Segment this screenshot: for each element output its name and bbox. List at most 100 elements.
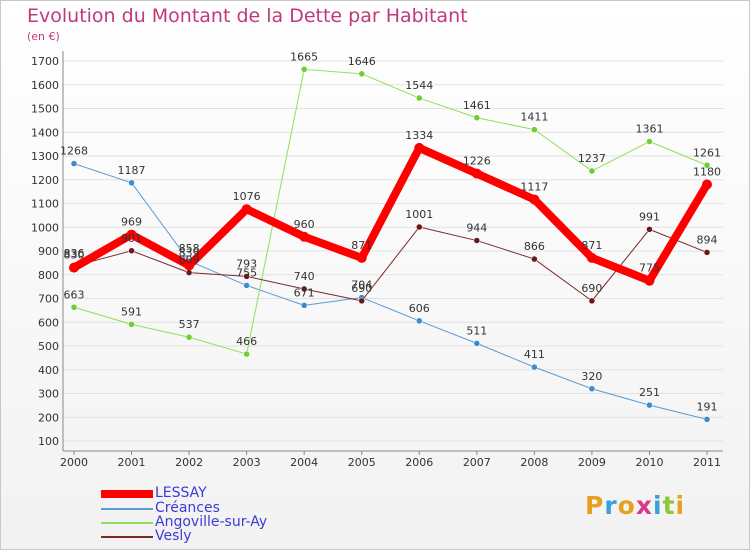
data-label-vesly: 901 — [121, 232, 142, 245]
x-tick-label: 2002 — [175, 456, 203, 469]
data-point-lessay — [241, 204, 252, 215]
y-tick-label: 200 — [38, 411, 59, 424]
data-label-angoville-sur-ay: 663 — [64, 288, 85, 301]
data-label-angoville-sur-ay: 466 — [236, 335, 257, 348]
data-point-lessay — [644, 275, 655, 286]
data-point-cr-ances — [416, 317, 423, 325]
data-label-angoville-sur-ay: 1544 — [405, 79, 433, 92]
y-tick-label: 1200 — [31, 174, 59, 187]
y-tick-label: 100 — [38, 435, 59, 448]
data-label-vesly: 836 — [64, 247, 85, 260]
data-point-angoville-sur-ay — [70, 304, 78, 311]
y-tick-label: 1600 — [31, 79, 59, 92]
data-label-vesly: 809 — [179, 254, 200, 267]
logo-letter: x — [635, 491, 653, 520]
y-tick-label: 1300 — [31, 150, 59, 163]
logo-letter: r — [604, 491, 618, 520]
data-point-angoville-sur-ay — [416, 94, 423, 102]
data-label-angoville-sur-ay: 1461 — [463, 99, 491, 112]
legend-label-angoville: Angoville-sur-Ay — [155, 514, 268, 530]
data-label-cr-ances: 755 — [236, 266, 257, 279]
data-label-lessay: 1117 — [520, 180, 548, 193]
data-point-angoville-sur-ay — [473, 114, 481, 122]
data-label-angoville-sur-ay: 537 — [179, 318, 200, 331]
data-label-cr-ances: 1187 — [118, 164, 146, 177]
data-label-angoville-sur-ay: 1411 — [520, 111, 548, 124]
data-label-cr-ances: 1268 — [60, 145, 88, 158]
data-label-vesly: 944 — [466, 222, 487, 235]
data-point-angoville-sur-ay — [646, 138, 653, 145]
x-tick-label: 2004 — [290, 456, 318, 469]
data-point-cr-ances — [588, 385, 596, 392]
data-label-vesly: 894 — [697, 233, 718, 246]
data-point-cr-ances — [531, 363, 538, 371]
data-label-vesly: 866 — [524, 240, 545, 253]
data-point-vesly — [646, 226, 653, 233]
y-tick-label: 300 — [38, 388, 59, 401]
data-label-cr-ances: 320 — [581, 370, 602, 383]
data-point-lessay — [69, 262, 79, 273]
data-label-cr-ances: 251 — [639, 386, 660, 399]
data-label-angoville-sur-ay: 1665 — [290, 50, 318, 63]
data-point-vesly — [243, 273, 250, 280]
legend-swatch-creances — [101, 508, 153, 510]
data-label-lessay: 839 — [179, 246, 200, 259]
data-point-lessay — [184, 260, 195, 271]
data-point-angoville-sur-ay — [185, 333, 193, 341]
data-point-cr-ances — [703, 416, 711, 423]
x-tick-label: 2011 — [693, 456, 721, 469]
data-label-lessay: 1226 — [463, 155, 491, 168]
data-label-vesly: 740 — [294, 270, 315, 283]
data-label-vesly: 690 — [581, 282, 602, 295]
data-point-lessay — [586, 252, 597, 263]
data-point-lessay — [126, 229, 137, 240]
x-tick-label: 2001 — [118, 456, 146, 469]
data-label-angoville-sur-ay: 1237 — [578, 152, 606, 165]
data-label-lessay: 1334 — [405, 129, 433, 142]
data-point-cr-ances — [300, 302, 308, 309]
series-line-vesly — [73, 226, 708, 302]
data-point-vesly — [416, 223, 423, 231]
data-label-cr-ances: 858 — [179, 242, 200, 255]
data-point-angoville-sur-ay — [703, 162, 711, 169]
legend-label-creances: Créances — [155, 500, 220, 516]
legend-swatch-angoville — [101, 522, 153, 524]
y-tick-label: 1700 — [31, 55, 59, 68]
data-point-vesly — [473, 237, 481, 244]
legend-label-lessay: LESSAY — [155, 485, 207, 501]
data-label-vesly: 793 — [236, 257, 257, 270]
data-point-angoville-sur-ay — [300, 66, 308, 73]
data-point-lessay — [471, 168, 482, 179]
x-tick-label: 2009 — [578, 456, 606, 469]
logo-letter: o — [617, 491, 636, 520]
data-point-cr-ances — [128, 179, 135, 187]
logo-letter: t — [662, 491, 676, 520]
data-label-lessay: 871 — [351, 239, 372, 252]
data-label-vesly: 991 — [639, 210, 660, 223]
x-tick-label: 2008 — [520, 456, 548, 469]
data-label-cr-ances: 191 — [697, 400, 718, 413]
data-point-lessay — [299, 231, 310, 242]
x-tick-label: 2010 — [635, 456, 663, 469]
data-point-vesly — [185, 269, 193, 276]
data-label-cr-ances: 671 — [294, 286, 315, 299]
y-tick-label: 900 — [38, 245, 59, 258]
data-label-vesly: 1001 — [405, 208, 433, 221]
data-point-angoville-sur-ay — [588, 167, 596, 175]
data-label-lessay: 960 — [294, 218, 315, 231]
data-label-angoville-sur-ay: 1261 — [693, 146, 721, 159]
series-line-lessay — [72, 143, 711, 285]
x-tick-label: 2005 — [348, 456, 376, 469]
data-label-cr-ances: 704 — [351, 279, 372, 292]
data-label-lessay: 1180 — [693, 166, 721, 179]
y-tick-label: 1100 — [31, 198, 59, 211]
y-tick-label: 800 — [38, 269, 59, 282]
y-tick-label: 1500 — [31, 103, 59, 116]
chart-subtitle: (en €) — [27, 30, 60, 43]
series-line-cr-ances — [73, 163, 708, 420]
data-point-vesly — [588, 297, 596, 305]
y-tick-label: 400 — [38, 364, 59, 377]
data-point-vesly — [531, 255, 538, 263]
data-label-cr-ances: 411 — [524, 348, 545, 361]
